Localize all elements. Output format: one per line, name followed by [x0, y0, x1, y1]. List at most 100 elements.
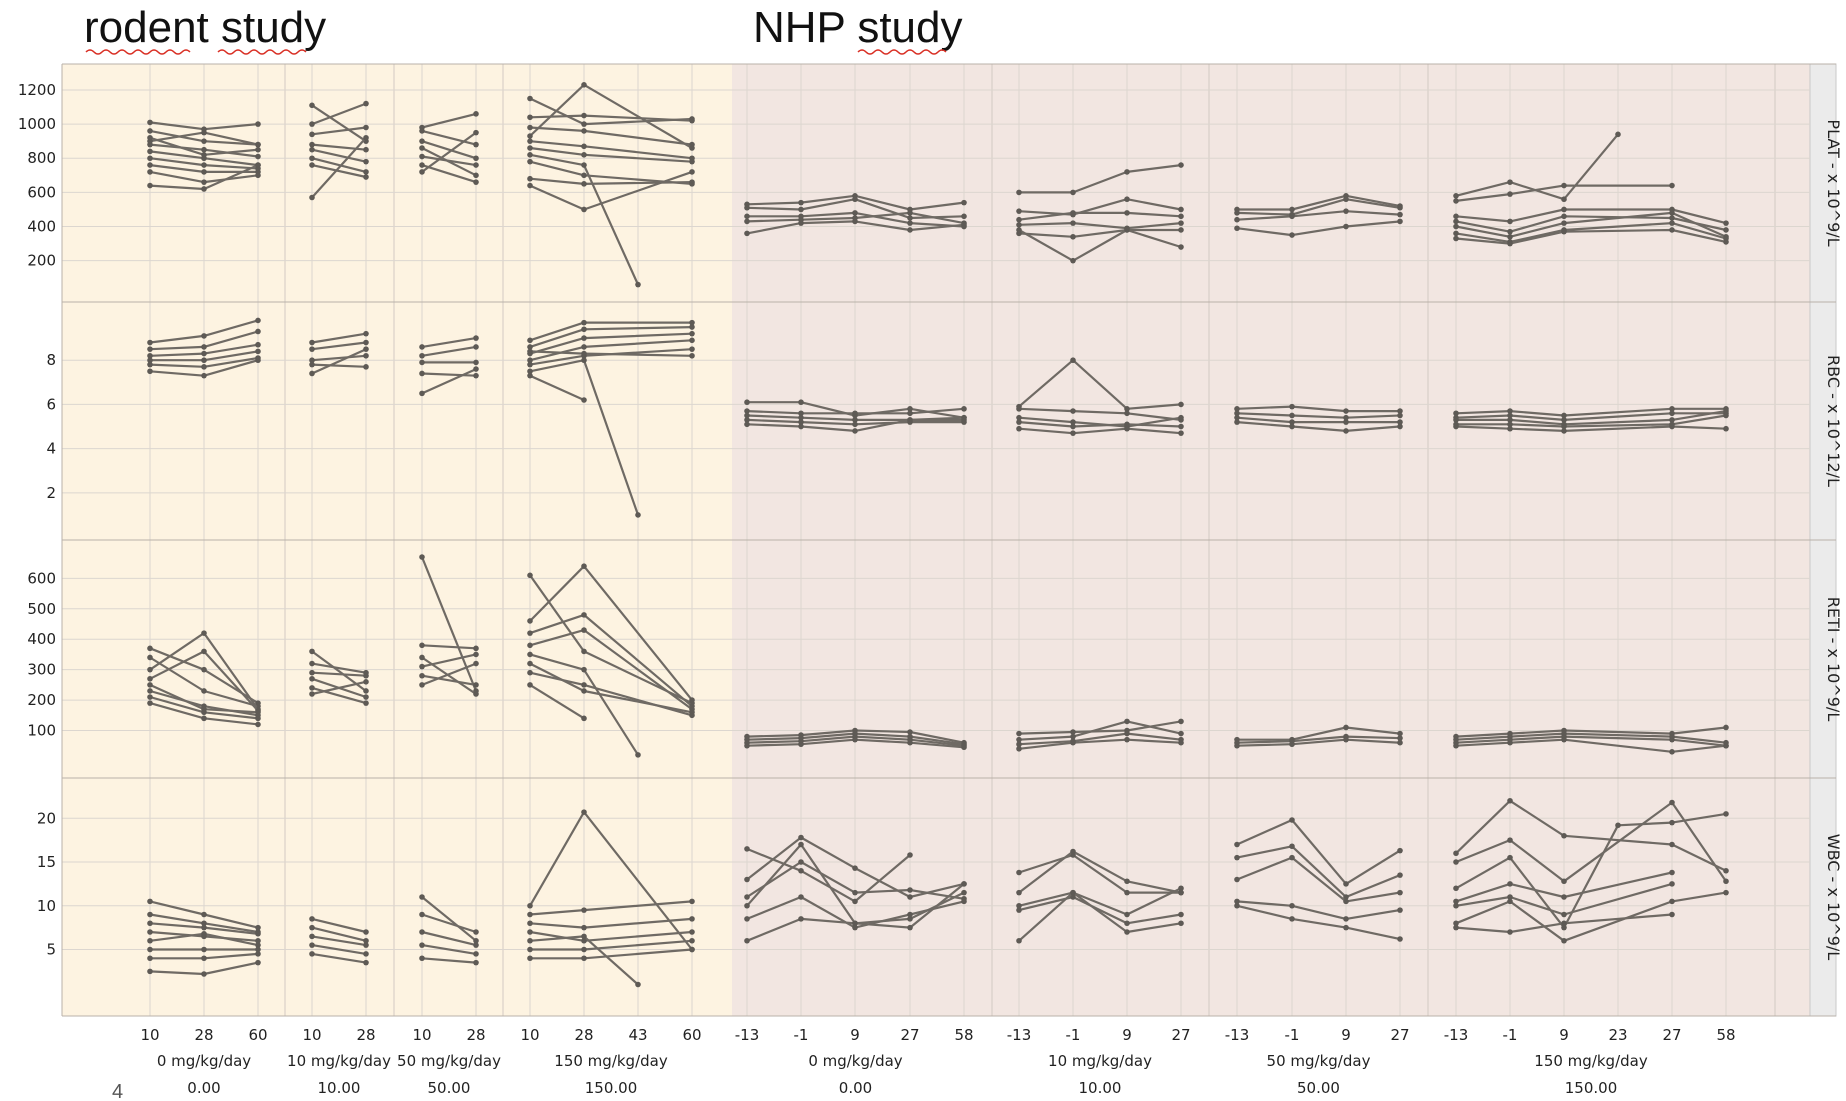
data-point [1070, 220, 1076, 226]
data-point [852, 898, 858, 905]
data-point [798, 399, 804, 406]
data-point [1453, 213, 1459, 220]
data-point [1669, 898, 1675, 905]
series-line [311, 137, 367, 199]
data-point [147, 898, 153, 905]
data-point [581, 933, 587, 940]
data-point [1016, 208, 1022, 214]
series-line [1019, 164, 1182, 194]
series-line [421, 155, 477, 167]
data-point [255, 121, 261, 127]
data-point [473, 651, 479, 658]
data-point [744, 213, 750, 220]
dose-label: 150 mg/kg/day [554, 1052, 668, 1070]
data-point [1289, 902, 1295, 909]
data-point [1070, 357, 1076, 364]
data-point [473, 344, 479, 350]
data-point [581, 206, 587, 213]
data-point [852, 920, 858, 927]
data-point [1397, 204, 1403, 211]
data-point [581, 121, 587, 127]
data-point [1561, 878, 1567, 885]
series-line [1236, 845, 1401, 899]
data-point [473, 645, 479, 652]
data-point [419, 894, 425, 900]
data-point [309, 194, 315, 201]
data-point [1723, 889, 1729, 896]
data-point [527, 344, 533, 350]
x-tick-label: 28 [574, 1026, 593, 1044]
x-tick-label: 9 [850, 1026, 860, 1044]
data-point [1615, 131, 1621, 138]
data-point [1070, 430, 1076, 436]
x-tick-label: 27 [1171, 1026, 1190, 1044]
data-point [1397, 907, 1403, 913]
data-point [1453, 859, 1459, 865]
data-point [147, 155, 153, 162]
data-point [1561, 736, 1567, 743]
data-point [852, 218, 858, 225]
data-point [363, 124, 369, 131]
data-point [147, 169, 153, 175]
x-tick-label: 28 [194, 1026, 213, 1044]
series-line [421, 644, 477, 650]
data-point [1669, 841, 1675, 848]
series-line [1237, 726, 1401, 741]
series-line [421, 164, 477, 184]
data-point [473, 162, 479, 168]
data-point [201, 162, 207, 168]
data-point [1234, 841, 1240, 848]
data-point [1178, 244, 1184, 250]
series-line [1018, 211, 1182, 221]
series-line [1236, 220, 1401, 237]
data-point [689, 179, 695, 185]
x-tick-label: -13 [1225, 1026, 1250, 1044]
data-point [147, 694, 153, 700]
data-point [255, 341, 261, 348]
data-point [1453, 902, 1459, 909]
data-point [1289, 817, 1295, 823]
data-point [1453, 410, 1459, 417]
data-point [581, 335, 587, 341]
data-point [1453, 193, 1459, 199]
series-line [1455, 812, 1727, 929]
data-point [744, 218, 750, 225]
data-point [744, 742, 750, 749]
x-tick-label: 60 [248, 1026, 267, 1044]
data-point [147, 946, 153, 953]
data-point [744, 408, 750, 414]
data-point [1178, 920, 1184, 927]
x-tick-label: 10 [520, 1026, 539, 1044]
data-point [1178, 162, 1184, 168]
series-line [1018, 407, 1182, 421]
data-point [527, 642, 533, 649]
data-point [961, 199, 967, 206]
data-point [798, 410, 804, 417]
data-point [1723, 867, 1729, 874]
data-point [527, 138, 533, 144]
data-point [1453, 218, 1459, 225]
data-point [581, 112, 587, 119]
data-point [635, 752, 641, 758]
data-point [419, 370, 425, 377]
data-point [798, 841, 804, 848]
data-point [852, 865, 858, 871]
data-point [1070, 733, 1076, 740]
series-line [1236, 856, 1401, 903]
data-point [419, 359, 425, 366]
data-point [201, 648, 207, 655]
data-point [1178, 718, 1184, 725]
data-point [1178, 423, 1184, 430]
data-point [419, 145, 425, 151]
x-tick-label: 58 [1716, 1026, 1735, 1044]
dose-label: 0 mg/kg/day [808, 1052, 902, 1070]
data-point [689, 319, 695, 326]
data-point [419, 929, 425, 935]
data-point [255, 146, 261, 153]
data-point [147, 645, 153, 652]
data-point [1234, 902, 1240, 909]
series-line [311, 332, 367, 344]
series-line [1236, 405, 1400, 413]
data-point [201, 146, 207, 153]
y-tick-label: 200 [27, 252, 56, 270]
